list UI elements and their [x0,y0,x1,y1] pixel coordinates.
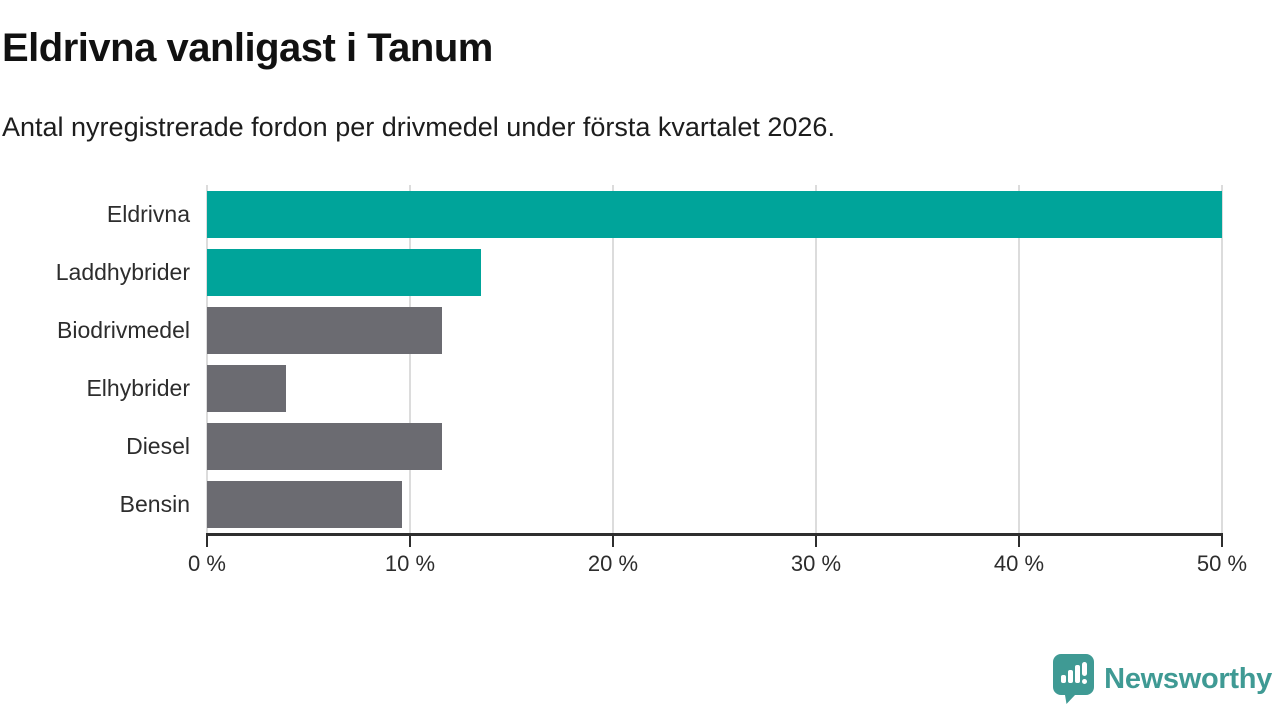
bar-track [207,480,1222,528]
category-label: Biodrivmedel [57,316,190,343]
x-axis-tick-label: 20 % [587,551,639,576]
bar-elhybrider [207,364,287,412]
bar-row: Diesel [0,417,1222,475]
category-label: Diesel [126,432,190,459]
gridline-40 [1018,185,1020,533]
x-axis-tick [612,533,614,547]
x-axis-tick-label: 10 % [384,551,436,576]
newsworthy-speech-bubble-chart-icon [1053,654,1095,704]
bar-row: Eldrivna [0,185,1222,243]
category-label: Laddhybrider [55,258,190,285]
x-axis: 0 % 10 % 20 % 30 % 40 % 50 % [188,533,1247,593]
gridline-50 [1221,185,1223,533]
category-label: Elhybrider [86,374,190,401]
bar-eldrivna [207,190,1222,238]
gridline-10 [409,185,411,533]
bar-track [207,422,1222,470]
gridline-30 [815,185,817,533]
x-axis-tick [1018,533,1020,547]
x-axis-tick [409,533,411,547]
x-axis-tick-label: 50 % [1196,551,1248,576]
bar-laddhybrider [207,248,482,296]
gridline-0 [206,185,208,533]
bar-row: Elhybrider [0,359,1222,417]
x-axis-tick [206,533,208,547]
category-label: Bensin [119,490,190,517]
bar-diesel [207,422,443,470]
bar-track [207,306,1222,354]
bar-rows: Eldrivna Laddhybrider Biodrivmedel Elhybrid… [0,185,1222,533]
x-axis-tick-label: 0 % [188,551,226,576]
plot-area [206,185,1223,533]
x-axis-tick [815,533,817,547]
bar-biodrivmedel [207,306,443,354]
bar-bensin [207,480,402,528]
x-axis-line [207,533,1222,536]
bar-track [207,248,1222,296]
bar-track [207,364,1222,412]
gridline-20 [612,185,614,533]
newsworthy-wordmark: Newsworthy [1104,662,1272,695]
x-axis-tick-label: 30 % [790,551,842,576]
bar-row: Laddhybrider [0,243,1222,301]
bar-track [207,190,1222,238]
chart-subtitle: Antal nyregistrerade fordon per drivmede… [2,112,835,142]
x-axis-tick-label: 40 % [993,551,1045,576]
x-axis-tick [1221,533,1223,547]
bar-chart: Eldrivna Laddhybrider Biodrivmedel Elhybrid… [0,185,1223,533]
category-label: Eldrivna [106,200,190,227]
bar-row: Bensin [0,475,1222,533]
newsworthy-logo: Newsworthy [1053,654,1272,704]
bar-row: Biodrivmedel [0,301,1222,359]
page-title: Eldrivna vanligast i Tanum [2,26,493,70]
